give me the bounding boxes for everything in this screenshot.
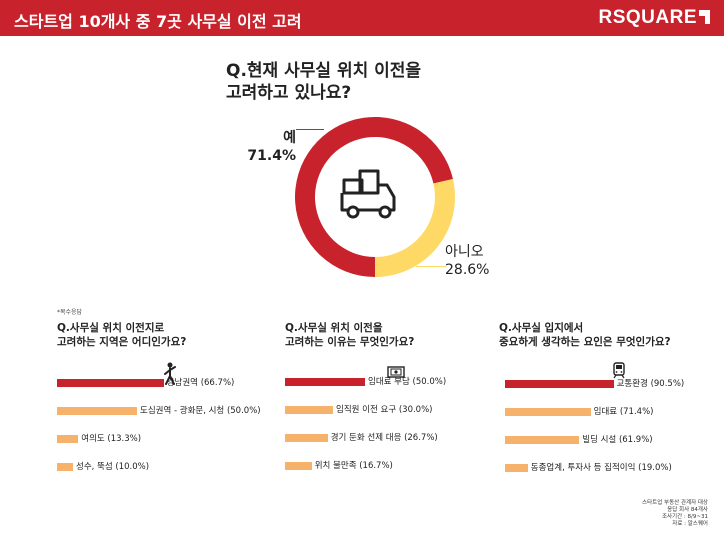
reason-question: Q.사무실 위치 이전을 고려하는 이유는 무엇인가요?: [285, 322, 415, 348]
factor-bar-2: [505, 408, 591, 416]
truck-icon: [340, 169, 396, 219]
header-bar: 스타트업 10개사 중 7곳 사무실 이전 고려 RSQUARE: [0, 0, 724, 36]
reason-bar-label-2: 임직원 이전 요구 (30.0%): [336, 405, 433, 415]
train-icon: [613, 362, 625, 379]
reason-bar-4: [285, 462, 312, 470]
donut-slice-no: [375, 179, 455, 277]
yes-category: 예: [283, 130, 296, 146]
gangnam-style-dancer-icon: [164, 362, 176, 385]
region-bar-label-4: 성수, 뚝섬 (10.0%): [76, 462, 150, 472]
donut-chart: [295, 117, 455, 277]
no-category: 아니오: [445, 244, 484, 260]
donut-slices: [295, 117, 455, 277]
no-label: 아니오 28.6%: [445, 243, 489, 279]
region-bar-1: [57, 379, 164, 387]
reason-bar-label-4: 위치 불만족 (16.7%): [314, 461, 393, 471]
no-value: 28.6%: [445, 262, 490, 278]
reason-bar-1: [285, 378, 365, 386]
reason-bar-3: [285, 434, 328, 442]
factor-bar-label-1: 교통환경 (90.5%): [616, 379, 685, 389]
reason-bar-label-3: 경기 둔화 선제 대응 (26.7%): [330, 433, 438, 443]
region-bar-4: [57, 463, 73, 471]
yes-label: 예 71.4%: [236, 129, 296, 165]
region-bar-label-1: 강남권역 (66.7%): [166, 378, 235, 388]
region-question: Q.사무실 위치 이전지로 고려하는 지역은 어디인가요?: [57, 322, 187, 348]
region-bar-2: [57, 407, 137, 415]
factor-question: Q.사무실 입지에서 중요하게 생각하는 요인은 무엇인가요?: [499, 322, 671, 348]
factor-bar-label-4: 동종업계, 투자사 등 집적이익 (19.0%): [530, 463, 672, 473]
money-icon: [387, 366, 405, 378]
multiple-response-note: *복수응답: [57, 309, 83, 316]
yes-value: 71.4%: [247, 148, 296, 164]
reason-bar-label-1: 임대료 부담 (50.0%): [368, 377, 447, 387]
factor-bar-label-2: 임대료 (71.4%): [593, 407, 654, 417]
source-note: 스타트업 부동산 관계자 대상 응답 회사 84개사 조사기간 : 8/9~31…: [642, 500, 708, 528]
region-bar-3: [57, 435, 79, 443]
region-bar-label-2: 도심권역 - 광화문, 시청 (50.0%): [140, 406, 261, 416]
brand-logo: RSQUARE: [598, 7, 710, 29]
no-leader-line: [416, 266, 446, 267]
brand-text: RSQUARE: [598, 7, 697, 28]
source-line-4: 자료 : 알스퀘어: [672, 521, 708, 527]
factor-bar-label-3: 빌딩 시설 (61.9%): [582, 435, 653, 445]
header-title: 스타트업 10개사 중 7곳 사무실 이전 고려: [14, 12, 302, 31]
source-line-1: 스타트업 부동산 관계자 대상: [642, 500, 708, 506]
yes-leader-line: [296, 129, 324, 130]
region-bar-label-3: 여의도 (13.3%): [81, 434, 142, 444]
main-question: Q.현재 사무실 위치 이전을 고려하고 있나요?: [226, 61, 422, 103]
factor-bar-1: [505, 380, 614, 388]
brand-mark-icon: [699, 10, 710, 24]
factor-bar-4: [505, 464, 528, 472]
source-line-2: 응답 회사 84개사: [667, 507, 708, 513]
factor-bar-3: [505, 436, 580, 444]
reason-bar-2: [285, 406, 333, 414]
source-line-3: 조사기간 : 8/9~31: [661, 514, 708, 520]
